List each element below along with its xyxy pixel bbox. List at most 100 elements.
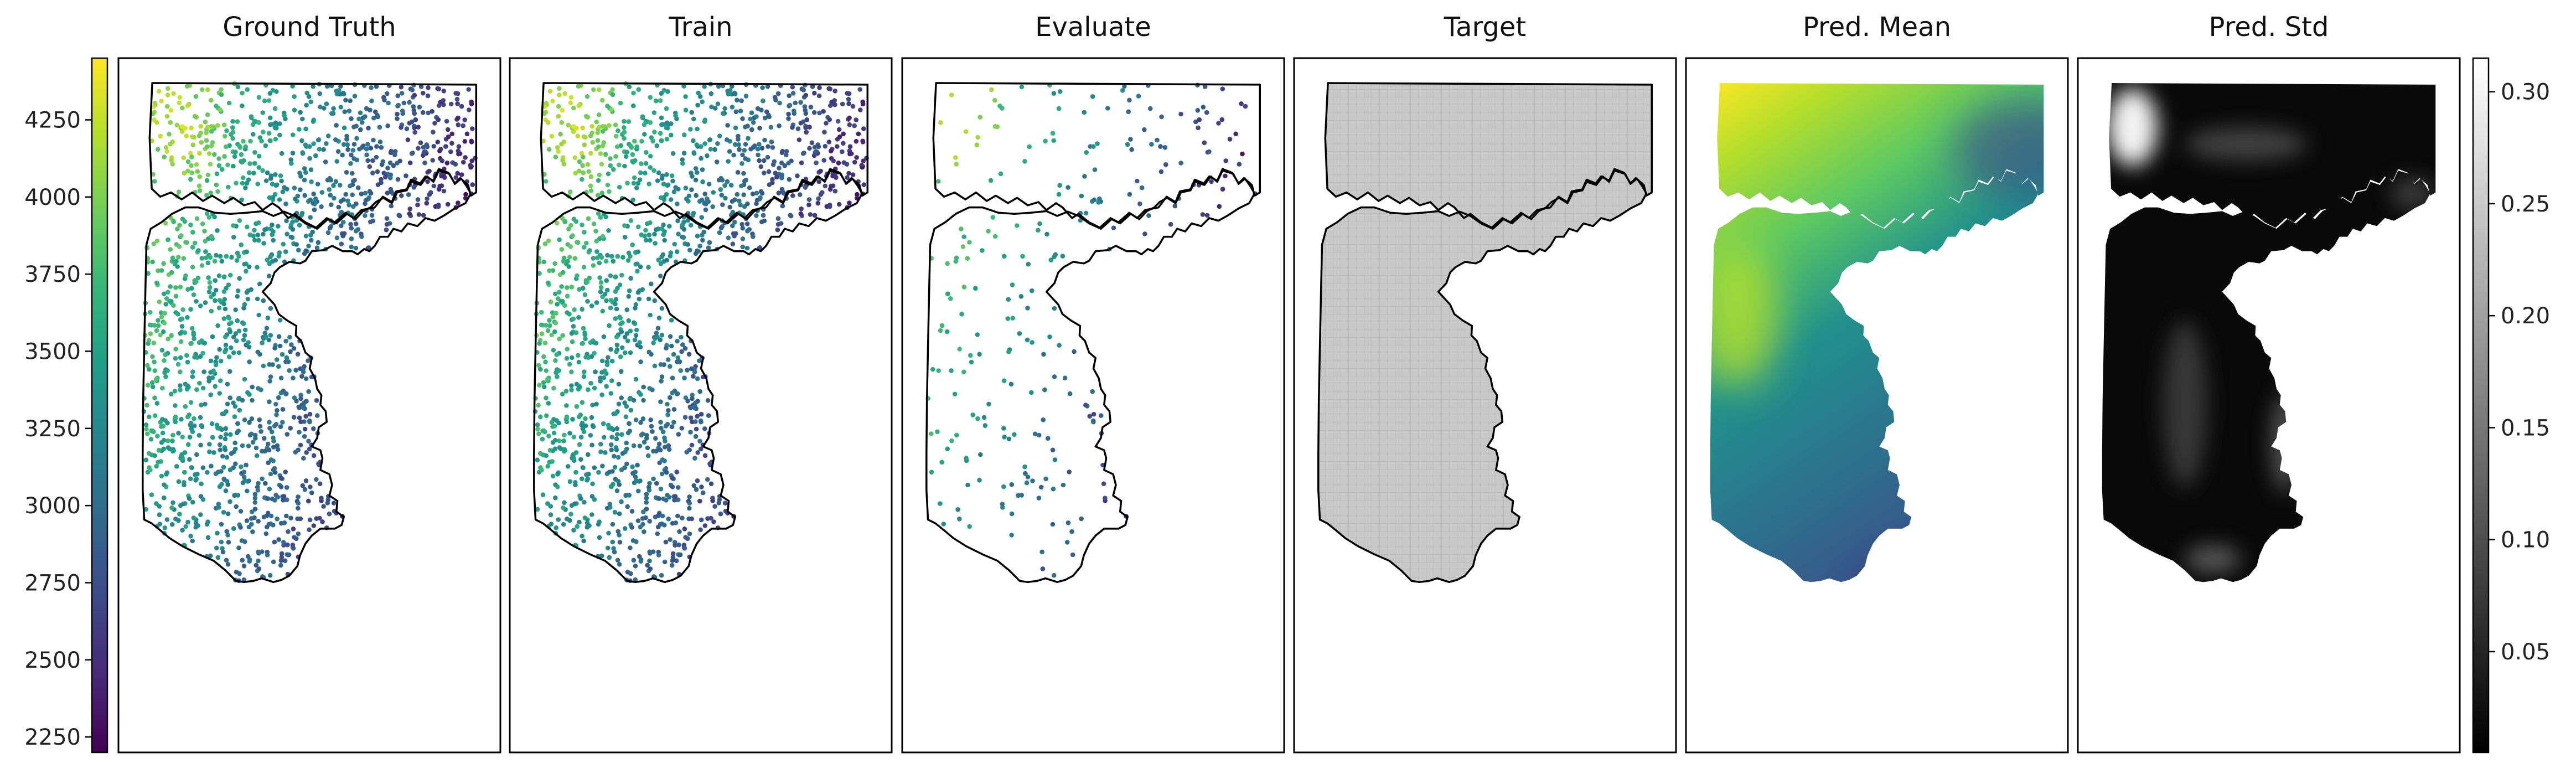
data-point bbox=[188, 533, 193, 539]
data-point bbox=[581, 170, 586, 176]
data-point bbox=[539, 309, 544, 315]
data-point bbox=[615, 128, 620, 133]
data-point bbox=[600, 234, 606, 239]
data-point bbox=[418, 84, 424, 89]
data-point bbox=[244, 269, 249, 274]
data-point bbox=[469, 140, 474, 145]
data-point bbox=[1015, 223, 1020, 228]
data-point bbox=[667, 224, 672, 229]
data-point bbox=[732, 220, 737, 225]
data-point bbox=[245, 224, 250, 230]
data-point bbox=[178, 331, 183, 336]
data-point bbox=[214, 545, 219, 551]
data-point bbox=[1240, 151, 1245, 157]
data-point bbox=[757, 142, 762, 147]
data-point bbox=[241, 474, 247, 479]
data-point bbox=[254, 453, 260, 458]
data-point bbox=[648, 95, 653, 100]
data-point bbox=[177, 512, 182, 517]
data-point bbox=[673, 494, 678, 499]
data-point bbox=[761, 213, 766, 218]
data-point bbox=[658, 98, 663, 103]
data-point bbox=[190, 429, 195, 434]
data-point bbox=[298, 442, 303, 448]
data-point bbox=[556, 104, 561, 109]
data-point bbox=[165, 336, 170, 342]
data-point bbox=[159, 348, 165, 353]
data-point bbox=[184, 133, 189, 138]
data-point bbox=[562, 303, 567, 308]
data-point bbox=[614, 334, 619, 339]
data-point bbox=[631, 103, 636, 109]
data-point bbox=[209, 308, 214, 314]
data-point bbox=[225, 381, 230, 387]
data-point bbox=[663, 445, 668, 450]
data-point bbox=[742, 148, 747, 153]
data-point bbox=[566, 464, 571, 469]
data-point bbox=[652, 298, 658, 303]
data-point bbox=[661, 222, 666, 228]
data-point bbox=[619, 345, 625, 350]
data-point bbox=[280, 407, 286, 412]
data-point bbox=[576, 383, 582, 389]
data-point bbox=[700, 238, 705, 243]
data-point bbox=[468, 163, 473, 168]
data-point bbox=[236, 328, 242, 334]
data-point bbox=[169, 158, 174, 163]
data-point bbox=[680, 157, 685, 162]
data-point bbox=[642, 529, 646, 534]
data-point bbox=[466, 87, 471, 92]
data-point bbox=[754, 190, 759, 196]
data-point bbox=[233, 149, 238, 154]
data-point bbox=[157, 512, 162, 517]
data-point bbox=[300, 483, 306, 488]
data-point bbox=[860, 140, 866, 145]
data-point bbox=[148, 309, 153, 315]
region-outline bbox=[925, 82, 1261, 584]
data-point bbox=[223, 133, 227, 139]
data-point bbox=[698, 446, 704, 452]
data-point bbox=[359, 192, 364, 197]
data-point bbox=[224, 529, 229, 534]
data-point bbox=[218, 484, 223, 489]
data-point bbox=[325, 84, 330, 89]
data-point bbox=[732, 142, 738, 147]
data-point bbox=[379, 145, 384, 150]
data-point bbox=[570, 339, 575, 344]
data-point bbox=[670, 484, 675, 489]
data-point bbox=[333, 137, 338, 142]
data-point bbox=[256, 95, 262, 100]
data-point bbox=[164, 296, 169, 301]
data-point bbox=[173, 419, 178, 425]
data-point bbox=[198, 442, 203, 448]
data-point bbox=[565, 285, 570, 290]
data-point bbox=[577, 168, 582, 174]
data-point bbox=[152, 179, 157, 184]
data-point bbox=[315, 182, 320, 187]
data-point bbox=[665, 120, 670, 126]
data-point bbox=[699, 411, 704, 417]
data-point bbox=[252, 515, 257, 520]
data-point bbox=[638, 264, 643, 270]
data-point bbox=[695, 102, 700, 108]
data-point bbox=[591, 256, 596, 261]
data-point bbox=[252, 500, 258, 505]
data-point bbox=[564, 356, 570, 361]
data-point bbox=[1008, 381, 1014, 387]
data-point bbox=[1092, 197, 1097, 203]
data-point bbox=[615, 432, 620, 437]
data-point bbox=[596, 144, 601, 149]
data-point bbox=[349, 244, 354, 250]
data-point bbox=[556, 92, 562, 97]
data-point bbox=[441, 102, 446, 107]
data-point bbox=[314, 413, 320, 418]
data-point bbox=[266, 131, 272, 136]
data-point bbox=[340, 152, 345, 158]
data-point bbox=[277, 318, 283, 323]
data-point bbox=[535, 426, 540, 432]
data-point bbox=[169, 333, 174, 338]
data-point bbox=[300, 151, 306, 156]
data-point bbox=[1061, 482, 1066, 488]
data-point bbox=[165, 438, 170, 443]
data-point bbox=[841, 131, 846, 137]
